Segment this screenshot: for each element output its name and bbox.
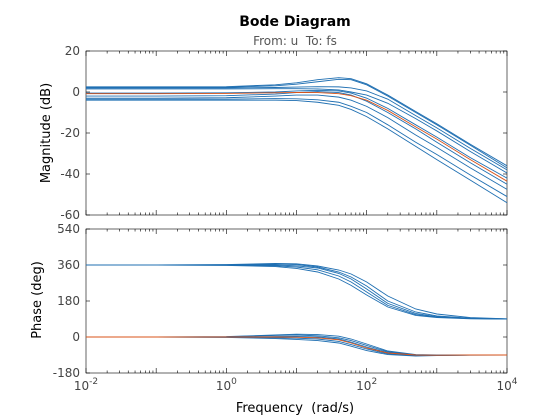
x-axis-label: Frequency (rad/s) — [236, 401, 354, 416]
magnitude-axes-box — [85, 50, 508, 216]
magnitude-ytick-label: -20 — [60, 126, 80, 140]
magnitude-ytick-label: -60 — [60, 208, 80, 222]
xtick-label: 100 — [216, 377, 237, 393]
magnitude-series-line-3 — [86, 86, 508, 171]
xtick-label: 102 — [356, 377, 377, 393]
phase-series-line-10 — [86, 336, 508, 357]
magnitude-ytick-label: 0 — [72, 85, 80, 99]
magnitude-ytick-label: -40 — [60, 167, 80, 181]
magnitude-series-line-2 — [86, 78, 508, 169]
phase-series-line-3 — [86, 264, 508, 320]
magnitude-series-line-9 — [86, 99, 508, 204]
magnitude-ytick-label: 20 — [65, 44, 80, 58]
phase-series-line-5 — [86, 264, 508, 320]
magnitude-series-line-6 — [86, 91, 508, 185]
phase-series-line-2 — [86, 263, 508, 320]
chart-subtitle: From: u To: fs — [253, 34, 337, 48]
phase-ytick-label: 360 — [57, 258, 80, 272]
phase-nominal-line — [86, 336, 507, 356]
phase-ytick-label: 540 — [57, 222, 80, 236]
phase-ytick-label: -180 — [53, 366, 80, 380]
magnitude-series-line-8 — [86, 98, 508, 197]
chart-title: Bode Diagram — [239, 14, 351, 30]
magnitude-series-line-1 — [86, 77, 508, 167]
phase-axes-box — [85, 228, 508, 374]
magnitude-nominal-line — [86, 91, 508, 182]
magnitude-series-line-5 — [86, 89, 508, 179]
xtick-label: 10-2 — [74, 377, 98, 393]
phase-ytick-label: 0 — [72, 330, 80, 344]
phase-axis-label: Phase (deg) — [30, 261, 45, 339]
xtick-label: 104 — [496, 377, 517, 393]
magnitude-series-line-7 — [86, 94, 508, 190]
magnitude-axis-label: Magnitude (dB) — [39, 83, 54, 183]
phase-series-line-4 — [86, 264, 508, 320]
magnitude-panel: 20 0 -20 -40 -60 — [60, 44, 508, 222]
phase-series-line-1 — [86, 262, 508, 320]
magnitude-series-line-4 — [86, 88, 508, 174]
phase-ytick-label: 180 — [57, 294, 80, 308]
